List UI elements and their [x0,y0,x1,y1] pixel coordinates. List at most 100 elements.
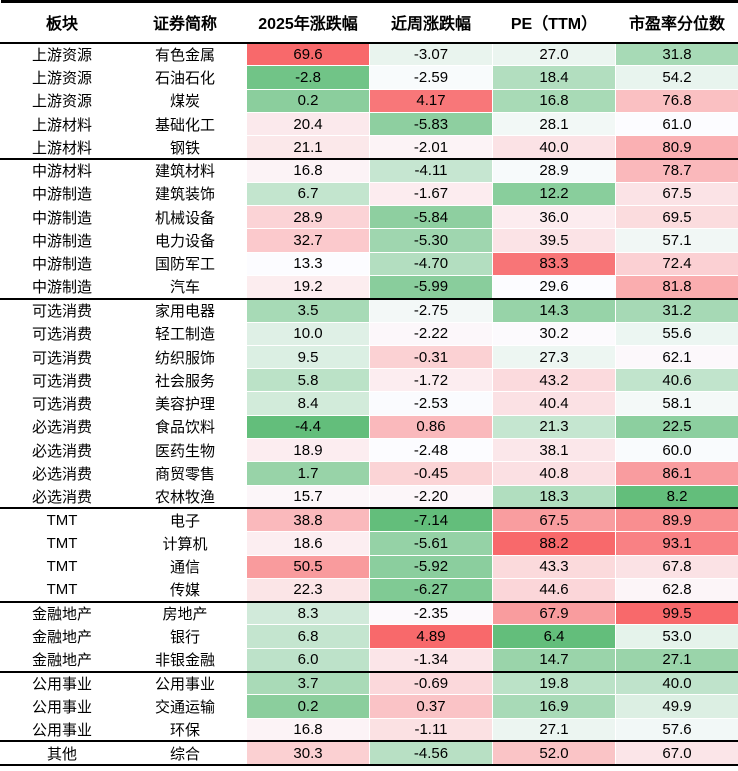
value-cell: 40.0 [492,135,616,160]
value-cell: 60.0 [615,438,738,463]
value-cell: 57.1 [615,228,738,253]
value-cell: -1.67 [369,181,493,207]
value-cell: 67.9 [492,601,616,626]
value-cell: 67.5 [492,507,616,533]
value-cell: -4.56 [369,740,493,766]
sector-cell: 可选消费 [0,321,124,346]
value-cell: 21.1 [246,135,370,160]
value-cell: -4.70 [369,251,493,276]
value-cell: 18.9 [246,438,370,463]
value-cell: 13.3 [246,251,370,276]
table-row: 上游资源 有色金属 69.6 -3.07 27.0 31.8 [0,41,738,67]
security-name-cell: 煤炭 [123,88,247,113]
value-cell: 36.0 [492,205,616,230]
security-name-cell: 环保 [123,717,247,743]
value-cell: 30.2 [492,321,616,346]
value-cell: 49.9 [615,694,738,719]
value-cell: 93.1 [615,531,738,556]
security-name-cell: 农林牧渔 [123,484,247,510]
value-cell: 39.5 [492,228,616,253]
table-row: 公用事业 公用事业 3.7 -0.69 19.8 40.0 [0,671,738,696]
table-row: 可选消费 纺织服饰 9.5 -0.31 27.3 62.1 [0,344,738,370]
security-name-cell: 传媒 [123,577,247,603]
table-header: 板块 证券简称 2025年涨跌幅 近周涨跌幅 PE（TTM） 市盈率分位数 [0,1,738,44]
sector-cell: 可选消费 [0,391,124,416]
value-cell: 55.6 [615,321,738,346]
value-cell: 28.9 [492,158,616,183]
value-cell: 57.6 [615,717,738,743]
security-name-cell: 电力设备 [123,228,247,253]
table-row: TMT 通信 50.5 -5.92 43.3 67.8 [0,554,738,579]
security-name-cell: 轻工制造 [123,321,247,346]
sector-cell: 其他 [0,740,124,766]
security-name-cell: 建筑装饰 [123,181,247,207]
value-cell: 0.2 [246,694,370,719]
sector-cell: 必选消费 [0,414,124,440]
value-cell: 1.7 [246,461,370,486]
value-cell: 40.4 [492,391,616,416]
value-cell: 22.5 [615,414,738,440]
value-cell: 10.0 [246,321,370,346]
value-cell: 4.89 [369,624,493,649]
security-name-cell: 综合 [123,740,247,766]
sector-cell: 中游制造 [0,228,124,253]
sector-cell: TMT [0,554,124,579]
table-row: 上游材料 钢铁 21.1 -2.01 40.0 80.9 [0,135,738,160]
value-cell: 16.8 [492,88,616,113]
value-cell: 40.8 [492,461,616,486]
sector-cell: 可选消费 [0,298,124,323]
value-cell: 15.7 [246,484,370,510]
value-cell: 29.6 [492,274,616,300]
sector-cell: 中游制造 [0,274,124,300]
value-cell: 14.7 [492,647,616,673]
value-cell: 67.5 [615,181,738,207]
value-cell: 69.5 [615,205,738,230]
value-cell: 81.8 [615,274,738,300]
col-header-security-name: 证券简称 [123,1,247,44]
value-cell: -3.07 [369,41,493,67]
value-cell: 40.6 [615,368,738,393]
table-row: 必选消费 食品饮料 -4.4 0.86 21.3 22.5 [0,414,738,440]
value-cell: -6.27 [369,577,493,603]
sector-cell: 中游材料 [0,158,124,183]
value-cell: -0.69 [369,671,493,696]
value-cell: 6.4 [492,624,616,649]
col-header-ytd-change: 2025年涨跌幅 [246,1,370,44]
security-name-cell: 建筑材料 [123,158,247,183]
value-cell: 58.1 [615,391,738,416]
sector-cell: 必选消费 [0,484,124,510]
value-cell: 88.2 [492,531,616,556]
value-cell: 52.0 [492,740,616,766]
value-cell: 12.2 [492,181,616,207]
sector-cell: 必选消费 [0,461,124,486]
table-row: 可选消费 美容护理 8.4 -2.53 40.4 58.1 [0,391,738,416]
value-cell: 32.7 [246,228,370,253]
value-cell: 83.3 [492,251,616,276]
table-row: 其他 综合 30.3 -4.56 52.0 67.0 [0,740,738,766]
value-cell: 54.2 [615,65,738,90]
value-cell: 6.8 [246,624,370,649]
value-cell: 40.0 [615,671,738,696]
security-name-cell: 基础化工 [123,111,247,137]
security-name-cell: 钢铁 [123,135,247,160]
security-name-cell: 食品饮料 [123,414,247,440]
value-cell: -7.14 [369,507,493,533]
sector-cell: 可选消费 [0,368,124,393]
security-name-cell: 非银金融 [123,647,247,673]
value-cell: -5.99 [369,274,493,300]
value-cell: 43.2 [492,368,616,393]
table-row: 可选消费 轻工制造 10.0 -2.22 30.2 55.6 [0,321,738,346]
table-row: 可选消费 社会服务 5.8 -1.72 43.2 40.6 [0,368,738,393]
security-name-cell: 家用电器 [123,298,247,323]
value-cell: 69.6 [246,41,370,67]
table-body: 上游资源 有色金属 69.6 -3.07 27.0 31.8 上游资源 石油石化 -2.8 -2.… [0,41,738,766]
value-cell: 0.2 [246,88,370,113]
value-cell: 62.8 [615,577,738,603]
table-row: TMT 计算机 18.6 -5.61 88.2 93.1 [0,531,738,556]
value-cell: 67.0 [615,740,738,766]
value-cell: -2.75 [369,298,493,323]
sector-cell: 上游资源 [0,88,124,113]
table-row: 可选消费 家用电器 3.5 -2.75 14.3 31.2 [0,298,738,323]
value-cell: 44.6 [492,577,616,603]
table-row: 必选消费 商贸零售 1.7 -0.45 40.8 86.1 [0,461,738,486]
